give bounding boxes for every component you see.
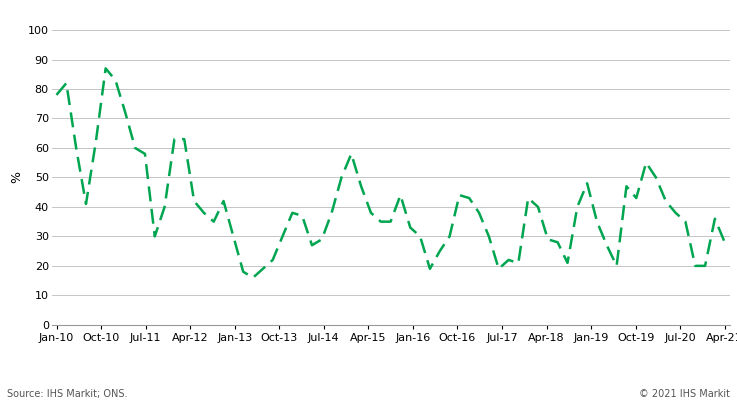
Y-axis label: %: % [10,172,24,183]
Text: Source: IHS Markit; ONS.: Source: IHS Markit; ONS. [7,389,128,399]
Text: Reservoir levels in the Southeast and Midwest regions: Reservoir levels in the Southeast and Mi… [7,9,476,24]
Text: © 2021 IHS Markit: © 2021 IHS Markit [639,389,730,399]
